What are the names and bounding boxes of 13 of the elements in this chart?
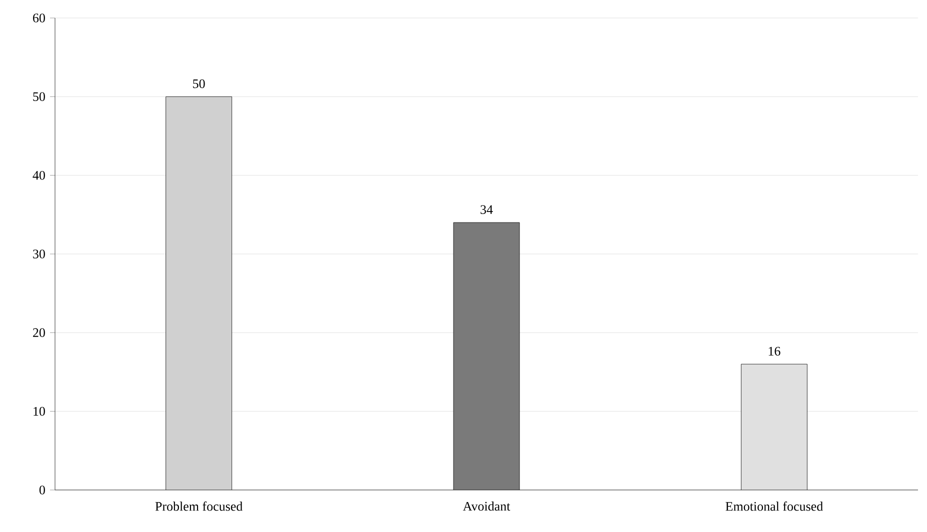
x-tick-label: Emotional focused: [726, 502, 823, 511]
data-label: 50: [193, 79, 205, 88]
x-tick-label: Problem focused: [155, 502, 243, 511]
y-tick-label: 60: [33, 14, 45, 22]
y-tick-label: 20: [33, 328, 45, 338]
data-label: 34: [480, 205, 493, 214]
data-label: 16: [768, 346, 780, 356]
y-tick-label: 50: [33, 92, 45, 102]
y-tick-label: 0: [39, 486, 45, 494]
y-tick-label: 10: [34, 406, 45, 416]
y-tick-label: 40: [32, 170, 45, 180]
y-tick-label: 30: [33, 250, 45, 258]
x-tick-label: Avoidant: [462, 502, 510, 511]
